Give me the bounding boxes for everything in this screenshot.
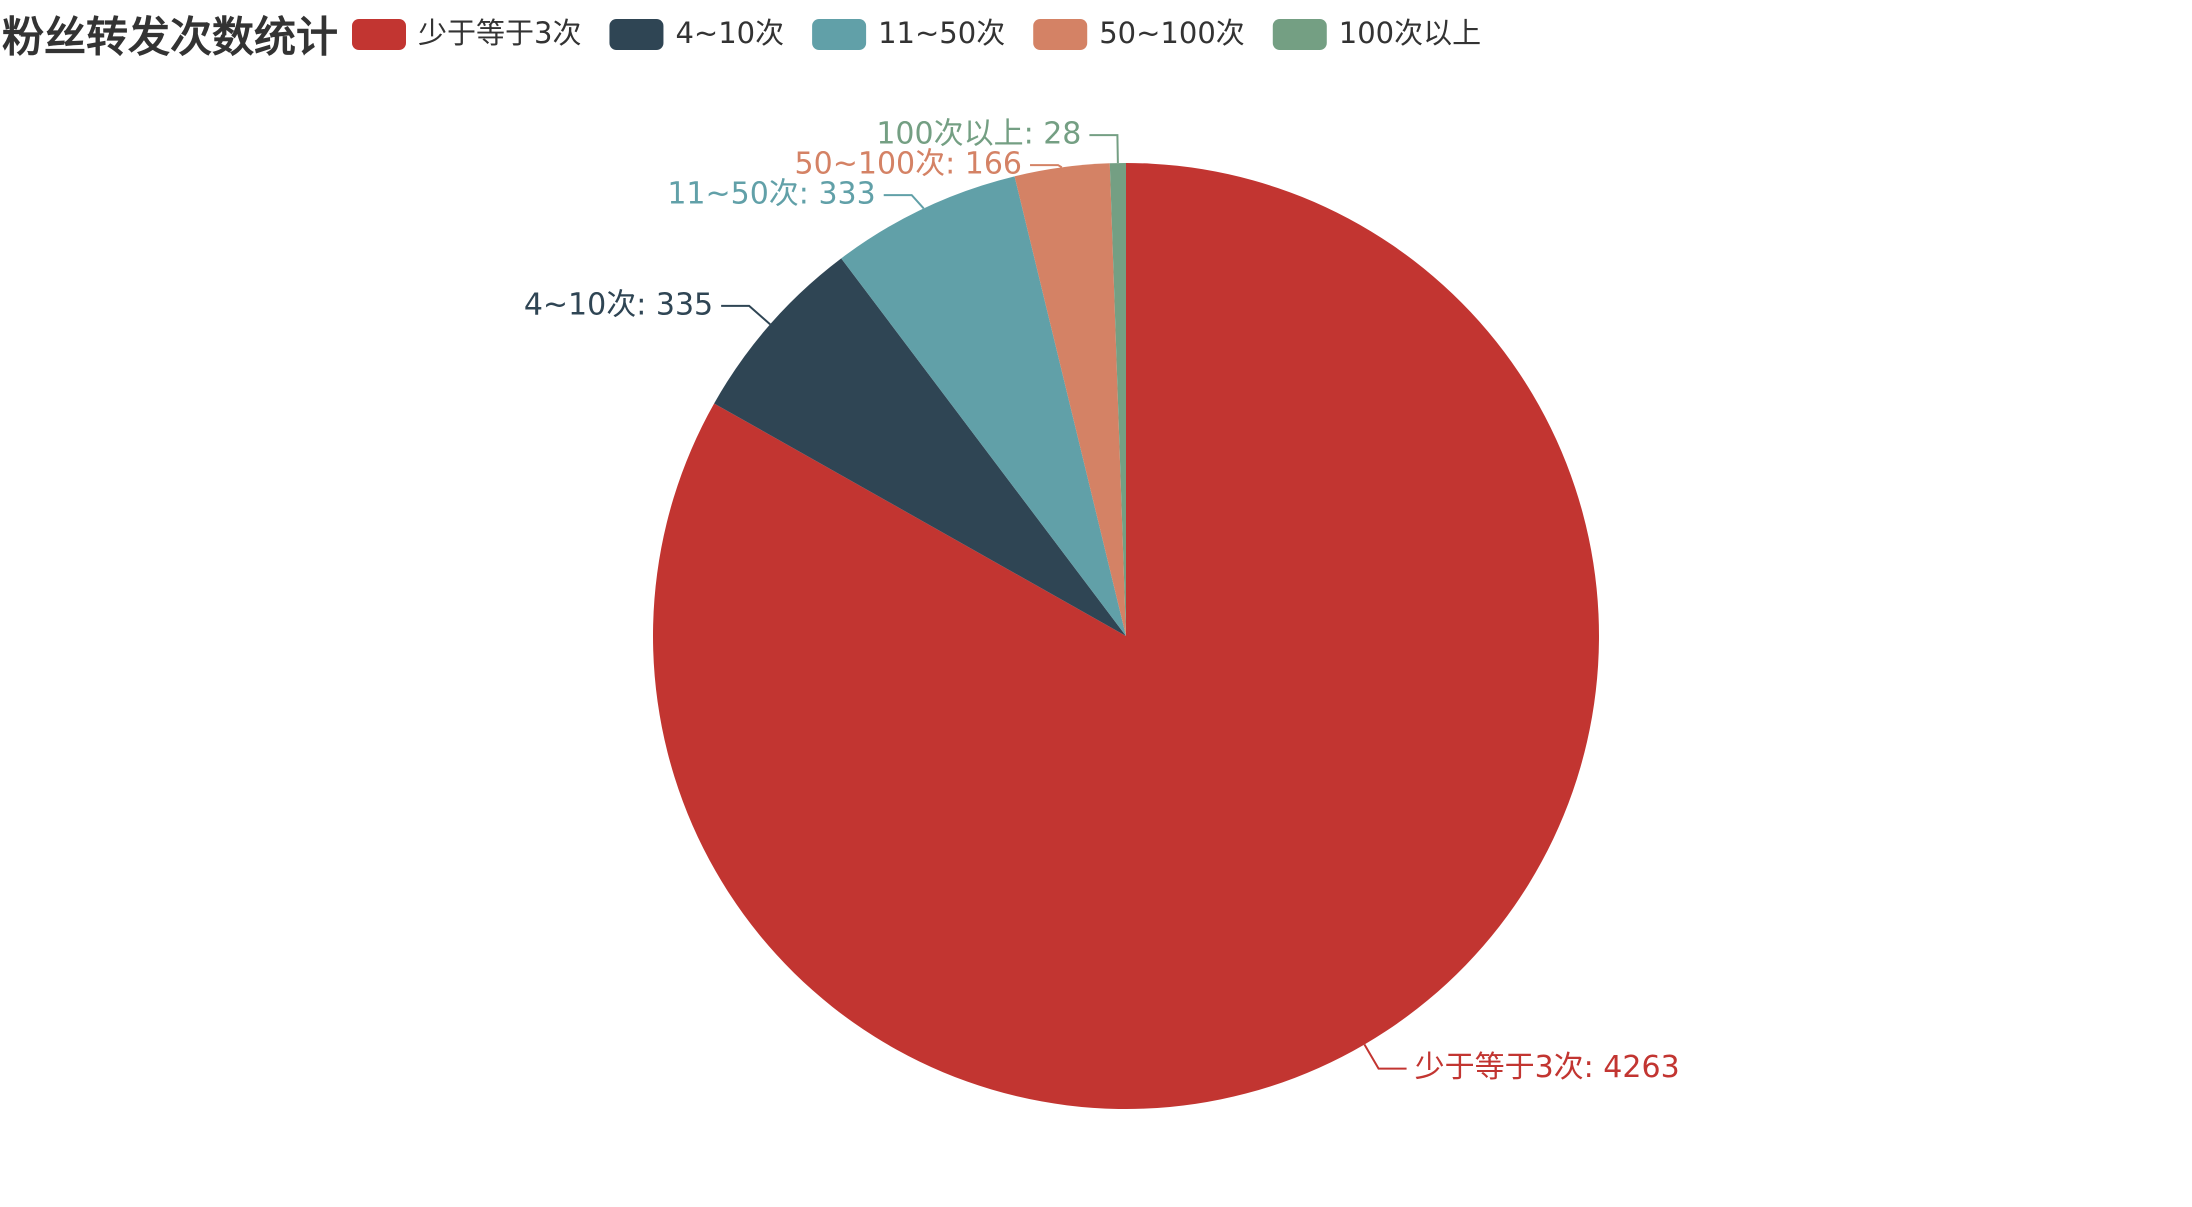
- legend-label[interactable]: 4~10次: [675, 16, 784, 50]
- pie-slice[interactable]: [1014, 163, 1126, 636]
- pie-labels: 少于等于3次: 4263 4~10次: 335 11~50次: 33350~100次…: [524, 117, 1680, 1086]
- legend-swatch[interactable]: [812, 19, 867, 50]
- legend[interactable]: 少于等于3次 4~10次 11~50次 50~100次 100次以上: [352, 16, 1481, 50]
- legend-swatch[interactable]: [1272, 19, 1327, 50]
- label-line: [883, 194, 925, 210]
- legend-swatch[interactable]: [352, 19, 406, 50]
- legend-label[interactable]: 11~50次: [878, 16, 1005, 50]
- label-line: [1030, 164, 1063, 169]
- pie-slice[interactable]: [714, 258, 1126, 636]
- label-line: [1089, 134, 1119, 164]
- pie-slice[interactable]: [841, 176, 1126, 636]
- legend-label[interactable]: 50~100次: [1099, 16, 1245, 50]
- legend-label[interactable]: 少于等于3次: [418, 16, 581, 50]
- chart-title: 粉丝转发次数统计: [2, 13, 338, 62]
- label-line: [721, 304, 771, 326]
- data-label: 少于等于3次: 4263: [1415, 1050, 1680, 1085]
- data-label: 50~100次: 166: [795, 147, 1022, 182]
- pie-slice[interactable]: [1109, 163, 1126, 636]
- data-label: 100次以上: 28: [876, 117, 1081, 152]
- legend-label[interactable]: 100次以上: [1339, 16, 1481, 50]
- data-label: 4~10次: 335: [524, 287, 713, 322]
- data-label: 11~50次: 333: [667, 177, 875, 212]
- label-line: [1363, 1043, 1407, 1070]
- legend-swatch[interactable]: [1033, 19, 1088, 50]
- legend-swatch[interactable]: [609, 19, 664, 50]
- pie: [653, 163, 1599, 1109]
